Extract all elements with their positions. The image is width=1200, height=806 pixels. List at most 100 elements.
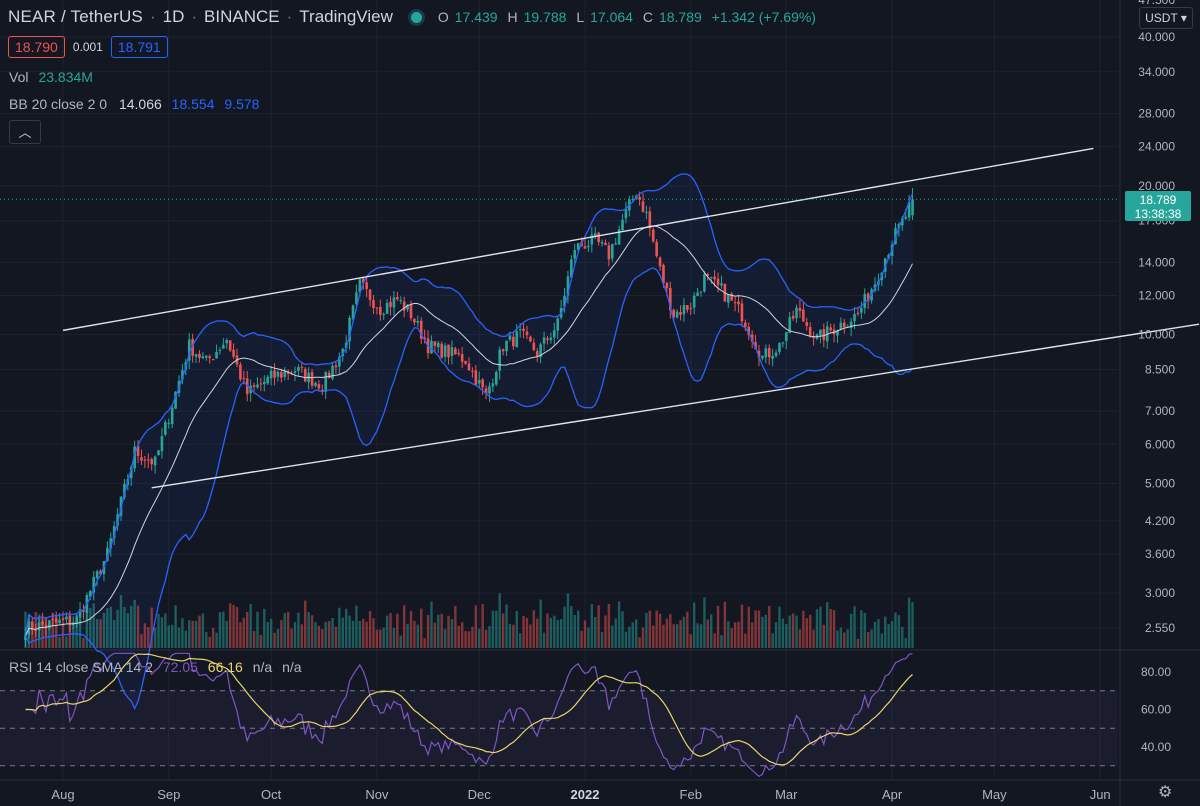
volume-bar [201,613,205,648]
volume-bar [522,615,525,648]
rsi-legend[interactable]: RSI 14 close SMA 14 2 72.05 66.16 n/a n/… [9,659,302,675]
rsi-sma-value: 66.16 [207,659,243,675]
volume-bar [665,618,669,648]
interval[interactable]: 1D [162,7,185,26]
candle-body [552,330,556,338]
time-tick-label: Dec [468,787,492,802]
bb-upper-value: 18.554 [171,96,215,112]
volume-bar [314,622,317,648]
rsi-tick-label: 80.00 [1141,665,1171,679]
volume-bar [839,627,843,648]
chart-settings-gear-icon[interactable]: ⚙ [1158,784,1173,801]
volume-bar [396,613,399,648]
candle-body [286,371,290,374]
volume-bar [225,621,228,648]
volume-bar [638,637,641,648]
volume-bar [170,624,174,648]
volume-bar [488,626,491,648]
candle-body [99,570,102,575]
candle-body [733,302,737,304]
candle-body [658,257,662,267]
volume-bar [631,622,634,648]
candle-body [842,322,846,328]
candle-body [191,338,194,356]
price-tick-label: 34.000 [1138,65,1175,79]
candle-body [153,456,157,466]
volume-legend[interactable]: Vol 23.834M [9,69,93,85]
price-tick-label: 47.500 [1138,0,1175,7]
sell-price-button[interactable]: 18.790 [8,36,65,58]
volume-bar [669,614,672,648]
price-tick-label: 7.000 [1145,404,1175,418]
buy-price-button[interactable]: 18.791 [110,36,168,58]
volume-bar [812,629,815,648]
candle-body [829,327,832,331]
candle-body [641,201,645,212]
channel-trendline-2 [151,323,1200,489]
volume-bar [140,634,143,648]
bb-label: BB 20 close 2 0 [9,96,108,112]
volume-bar [164,613,167,648]
volume-bar [437,614,440,648]
candle-body [597,232,600,243]
candle-body [542,337,546,344]
candle-body [791,315,795,319]
candle-body [512,336,515,347]
volume-bar [365,621,368,648]
time-axis[interactable]: Aug Sep Oct Nov Dec 2022 Feb Mar Apr May Jun [0,779,1200,802]
currency-dropdown[interactable]: USDT ▾ [1139,7,1193,29]
candle-body [314,382,317,387]
price-tick-label: 20.000 [1138,179,1175,193]
candle-body [651,229,655,242]
candle-body [232,349,235,357]
candle-body [464,360,467,364]
candle-body [327,372,331,378]
candle-body [365,282,368,289]
volume-bar [228,603,232,648]
volume-bar [696,623,699,648]
volume-bar [491,610,495,648]
volume-bar [191,620,194,648]
candle-body [808,327,812,337]
bollinger-legend[interactable]: BB 20 close 2 0 14.066 18.554 9.578 [9,96,259,112]
bb-lower-line [24,267,913,711]
candle-body [679,311,682,315]
candle-body [583,246,587,249]
volume-bar [594,617,597,648]
volume-bar [795,615,798,648]
candle-body [413,318,416,323]
candle-body [474,370,478,385]
candle-body [164,422,167,435]
time-tick-label: Oct [261,787,282,802]
volume-bar [464,631,467,648]
candle-body [331,365,334,379]
volume-bar [136,605,140,648]
rsi-value: 72.05 [162,659,198,675]
candle-body [535,351,539,357]
volume-bar [150,607,153,648]
candle-body [187,339,191,361]
volume-bar [897,615,901,648]
candle-body [532,342,536,351]
symbol-name[interactable]: NEAR / TetherUS [8,7,143,26]
candle-body [856,312,860,314]
trendlines[interactable] [0,147,1200,489]
volume-bar [720,635,723,648]
rsi-sma-line [25,653,913,766]
volume-bar [556,619,559,648]
currency-label: USDT [1145,11,1178,25]
low-value: 17.064 [590,9,633,25]
price-axis[interactable]: 47.50040.00034.00028.00024.00020.00017.0… [1138,0,1175,754]
volume-bar [805,618,808,648]
bb-lower-value: 9.578 [224,96,260,112]
volume-bar [78,618,82,648]
candle-body [621,219,624,231]
volume-bar [532,610,536,648]
volume-bar [645,613,648,648]
volume-bar [382,627,385,648]
volume-bar [341,617,344,648]
collapse-legend-button[interactable]: ︿ [9,120,41,144]
candle-body [112,526,116,539]
candle-body [416,320,420,323]
